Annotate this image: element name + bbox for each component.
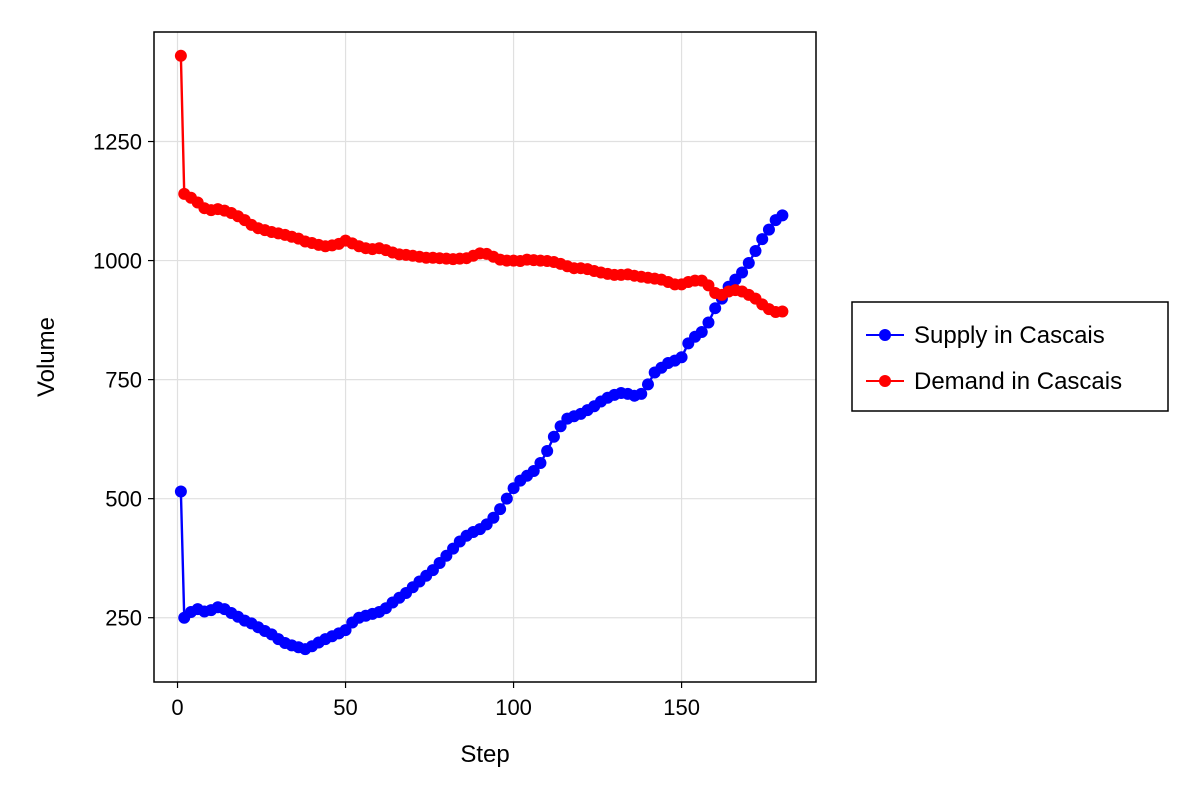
data-point [702, 316, 715, 329]
legend-entry-demand: Demand in Cascais [866, 368, 1122, 395]
axis-ticks: 0 50 100 150 250 500 750 1000 1250 [93, 130, 700, 720]
y-axis-title: Volume [33, 317, 60, 397]
data-point [500, 492, 513, 505]
data-point [174, 485, 187, 498]
legend-label-supply: Supply in Cascais [914, 322, 1105, 349]
y-tick-label: 250 [105, 606, 142, 631]
legend-box [851, 301, 1169, 412]
grid-lines [154, 32, 816, 682]
legend-swatch-marker [879, 375, 891, 387]
x-tick-label: 100 [495, 695, 532, 720]
data-point [709, 302, 722, 315]
legend-entry-supply: Supply in Cascais [866, 322, 1105, 349]
series-line [179, 55, 783, 314]
y-tick-label: 1000 [93, 249, 142, 274]
data-point [742, 256, 755, 269]
data-point [756, 233, 769, 246]
data-point [695, 326, 708, 338]
data-point [541, 445, 554, 458]
data-point [635, 387, 648, 400]
data-point [174, 49, 187, 62]
data-point [762, 223, 775, 236]
data-point [527, 465, 540, 478]
data-point [736, 266, 749, 279]
data-point [749, 245, 762, 258]
legend-swatch-marker [879, 329, 891, 341]
data-point [487, 511, 500, 524]
series-demand [174, 49, 789, 318]
y-tick-label: 500 [105, 487, 142, 512]
data-point [641, 378, 654, 391]
series-supply [174, 209, 789, 656]
legend: Supply in Cascais Demand in Cascais [851, 301, 1169, 412]
x-tick-label: 150 [663, 695, 700, 720]
y-tick-label: 1250 [93, 130, 142, 155]
x-axis-title: Step [460, 741, 509, 768]
x-tick-label: 0 [171, 695, 183, 720]
data-point [776, 305, 789, 318]
data-point [547, 430, 560, 443]
data-point [776, 209, 789, 222]
data-point [534, 456, 547, 469]
series-layer [174, 49, 789, 656]
x-tick-label: 50 [333, 695, 357, 720]
y-tick-label: 750 [105, 368, 142, 393]
plot-frame [153, 31, 817, 683]
legend-label-demand: Demand in Cascais [914, 368, 1122, 395]
data-point [675, 351, 688, 364]
data-point [494, 503, 507, 516]
